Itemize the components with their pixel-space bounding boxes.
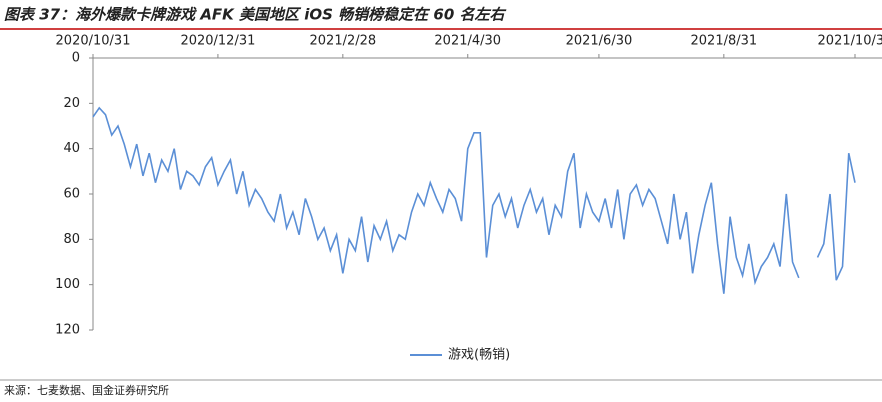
x-tick-label: 2020/12/31 <box>180 34 255 49</box>
x-tick-label: 2021/6/30 <box>566 34 633 49</box>
y-tick-label: 60 <box>63 187 80 202</box>
x-tick-label: 2020/10/31 <box>56 34 131 49</box>
y-tick-label: 100 <box>55 277 80 292</box>
y-tick-label: 40 <box>63 141 80 156</box>
line-series <box>92 106 856 294</box>
y-tick-label: 80 <box>63 232 80 247</box>
y-tick-label: 120 <box>55 323 80 338</box>
chart-title: 图表 37：海外爆款卡牌游戏 AFK 美国地区 iOS 畅销榜稳定在 60 名左… <box>4 6 506 24</box>
y-tick-label: 0 <box>72 51 80 66</box>
x-tick-label: 2021/8/31 <box>691 34 758 49</box>
x-tick-label: 2021/4/30 <box>434 34 501 49</box>
source-note: 来源：七麦数据、国金证券研究所 <box>4 383 169 397</box>
x-tick-label: 2021/2/28 <box>310 34 377 49</box>
legend-label: 游戏(畅销) <box>448 348 510 363</box>
x-tick-label: 2021/10/31 <box>818 34 882 49</box>
y-tick-label: 20 <box>63 96 80 111</box>
